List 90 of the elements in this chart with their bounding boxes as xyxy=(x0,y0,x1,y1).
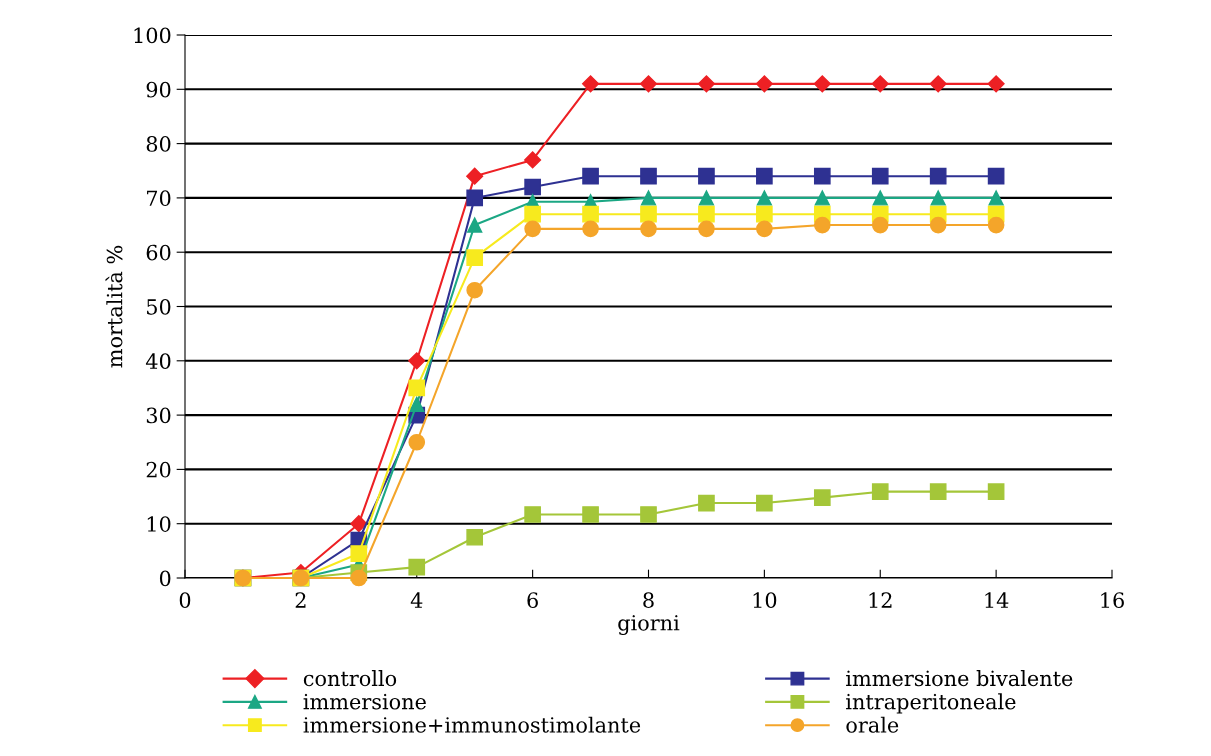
point xyxy=(466,249,484,266)
point xyxy=(813,75,831,93)
point xyxy=(524,205,541,223)
y-tick-label: 70 xyxy=(147,190,171,207)
y-tick-label: 50 xyxy=(147,298,171,315)
point xyxy=(756,494,773,512)
point xyxy=(639,75,658,93)
point xyxy=(813,489,831,506)
point xyxy=(871,75,889,93)
point xyxy=(640,506,657,523)
point xyxy=(813,167,831,185)
point xyxy=(408,379,426,397)
point xyxy=(582,220,599,238)
y-tick-label: 30 xyxy=(146,407,171,424)
point xyxy=(582,167,599,185)
point xyxy=(756,205,773,223)
point xyxy=(756,220,773,238)
y-tick-label: 100 xyxy=(134,27,171,44)
point xyxy=(929,216,947,234)
point xyxy=(698,205,715,223)
point xyxy=(755,75,773,93)
point xyxy=(987,216,1005,234)
point xyxy=(872,190,888,206)
y-tick-label: 0 xyxy=(159,570,171,587)
point xyxy=(929,483,947,500)
legend-label: orale xyxy=(846,716,899,733)
x-tick-label: 4 xyxy=(410,592,423,608)
point xyxy=(524,178,541,196)
x-tick-label: 8 xyxy=(643,592,654,609)
x-tick-label: 16 xyxy=(1101,592,1124,609)
point xyxy=(697,75,715,93)
point xyxy=(929,167,947,185)
point xyxy=(524,151,542,169)
x-axis-title: giorni xyxy=(618,615,680,635)
point xyxy=(698,190,715,206)
y-tick-label: 60 xyxy=(146,244,171,261)
point xyxy=(871,167,889,185)
point xyxy=(582,75,600,93)
point xyxy=(640,167,657,185)
x-tick-label: 2 xyxy=(295,592,306,608)
y-axis-title: mortalità % xyxy=(105,245,123,368)
point xyxy=(698,220,715,238)
point xyxy=(466,189,484,207)
point xyxy=(640,190,657,206)
y-tick-label: 40 xyxy=(145,353,171,370)
point xyxy=(987,75,1005,93)
x-tick-label: 10 xyxy=(753,592,777,609)
legend-label: controllo xyxy=(303,670,397,687)
point xyxy=(698,494,715,512)
point xyxy=(350,569,368,587)
point xyxy=(871,483,889,500)
x-tick-label: 6 xyxy=(527,592,538,609)
point xyxy=(988,190,1004,206)
point xyxy=(467,217,483,233)
point xyxy=(350,515,368,533)
point xyxy=(640,205,657,223)
legend-label: immersione xyxy=(303,693,426,710)
point xyxy=(466,281,484,299)
point xyxy=(756,167,773,185)
point xyxy=(524,506,541,523)
point xyxy=(582,205,599,223)
point xyxy=(871,216,889,234)
point xyxy=(466,167,484,185)
point xyxy=(930,190,946,206)
y-tick-label: 90 xyxy=(146,81,171,98)
y-tick-label: 10 xyxy=(147,516,171,532)
point xyxy=(408,352,426,370)
point xyxy=(987,167,1005,185)
point xyxy=(409,396,425,412)
point xyxy=(524,220,541,238)
point xyxy=(408,558,426,576)
point xyxy=(582,506,599,523)
y-tick-label: 20 xyxy=(146,461,171,478)
point xyxy=(813,216,831,234)
point xyxy=(814,190,830,206)
point xyxy=(408,433,426,451)
point xyxy=(350,545,368,562)
point xyxy=(640,220,657,238)
legend-label: intraperitoneale xyxy=(846,693,1016,714)
point xyxy=(987,483,1005,500)
x-tick-label: 0 xyxy=(179,592,191,609)
point xyxy=(756,190,773,206)
x-tick-label: 14 xyxy=(985,592,1009,608)
point xyxy=(466,528,484,546)
point xyxy=(698,167,715,185)
legend-label: immersione bivalente xyxy=(846,670,1073,687)
x-tick-label: 12 xyxy=(869,592,892,608)
point xyxy=(929,75,947,93)
legend-label: immersione+immunostimolante xyxy=(303,716,641,733)
y-tick-label: 80 xyxy=(146,136,171,152)
